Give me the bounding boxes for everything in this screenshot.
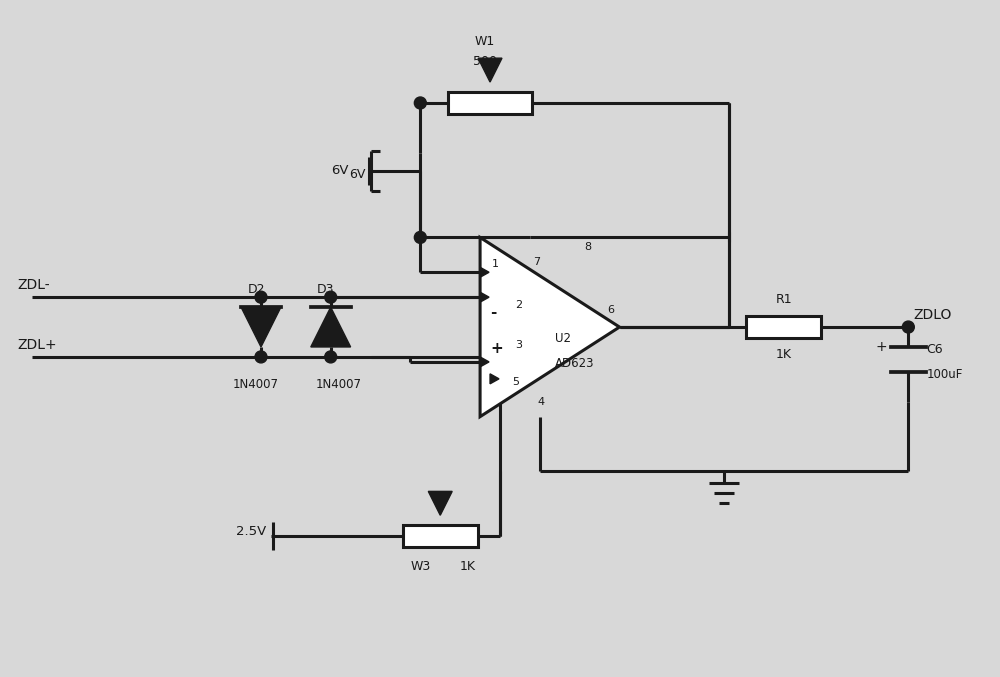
Text: 5: 5 <box>512 377 519 387</box>
Text: D2: D2 <box>247 283 265 296</box>
Circle shape <box>325 351 337 363</box>
Text: +: + <box>875 340 887 354</box>
Text: 8: 8 <box>585 242 592 253</box>
Circle shape <box>255 351 267 363</box>
Polygon shape <box>241 307 281 347</box>
Text: ZDL-: ZDL- <box>17 278 50 292</box>
Polygon shape <box>480 267 489 278</box>
Text: 7: 7 <box>533 257 540 267</box>
Text: 2: 2 <box>515 300 522 310</box>
Polygon shape <box>428 492 452 515</box>
Text: 100uF: 100uF <box>926 368 963 381</box>
Text: U2: U2 <box>555 332 571 345</box>
Bar <box>448 92 532 114</box>
Text: AD623: AD623 <box>555 357 594 370</box>
Polygon shape <box>480 357 489 367</box>
Text: C6: C6 <box>926 343 943 356</box>
Text: 6V: 6V <box>331 165 349 177</box>
Text: 1N4007: 1N4007 <box>316 378 362 391</box>
Text: R1: R1 <box>776 292 792 305</box>
Text: 6V: 6V <box>349 168 366 181</box>
Circle shape <box>255 291 267 303</box>
Polygon shape <box>490 374 499 384</box>
Text: D3: D3 <box>317 283 334 296</box>
Polygon shape <box>480 238 620 416</box>
Text: 1N4007: 1N4007 <box>233 378 279 391</box>
Circle shape <box>414 97 426 109</box>
Text: 1K: 1K <box>776 349 792 362</box>
Text: 2.5V: 2.5V <box>236 525 266 538</box>
Polygon shape <box>480 292 489 302</box>
Text: 3: 3 <box>515 340 522 350</box>
Text: 500: 500 <box>473 55 497 68</box>
Text: 4: 4 <box>538 397 545 407</box>
Text: +: + <box>490 341 503 357</box>
Bar <box>746 316 821 338</box>
Polygon shape <box>311 307 351 347</box>
Circle shape <box>325 291 337 303</box>
Polygon shape <box>478 58 502 82</box>
Text: ZDL+: ZDL+ <box>17 338 57 352</box>
Circle shape <box>414 232 426 244</box>
Bar <box>403 525 478 547</box>
Text: 6: 6 <box>608 305 615 315</box>
Text: -: - <box>490 305 496 320</box>
Circle shape <box>902 321 914 333</box>
Text: 1K: 1K <box>460 560 476 573</box>
Text: ZDLO: ZDLO <box>913 308 952 322</box>
Text: W1: W1 <box>475 35 495 47</box>
Text: 1: 1 <box>492 259 499 269</box>
Text: W3: W3 <box>410 560 430 573</box>
